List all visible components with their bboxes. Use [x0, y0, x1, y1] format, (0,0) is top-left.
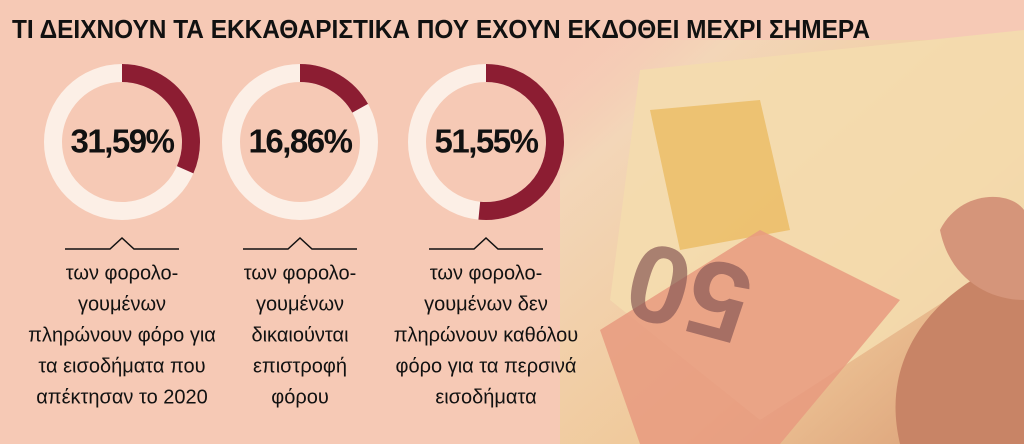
value-label: 51,55%: [435, 123, 539, 160]
banknote-window: [650, 100, 790, 250]
caption-line: των φορολο-: [430, 262, 542, 284]
caption-line: γουμένων: [78, 293, 166, 315]
caption-line: επιστροφή: [253, 355, 347, 377]
caption-line: φόρου: [271, 386, 329, 408]
caption-bracket: [65, 236, 179, 250]
caption-line: πληρώνουν φόρο για: [28, 324, 216, 346]
caption-line: απέκτησαν το 2020: [36, 386, 208, 408]
title: ΤΙ ΔΕΙΧΝΟΥΝ ΤΑ ΕΚΚΑΘΑΡΙΣΤΙΚΑ ΠΟΥ ΕΧΟΥΝ Ε…: [12, 14, 870, 44]
caption-bracket: [429, 236, 543, 250]
caption-line: γουμένων: [256, 293, 344, 315]
donut-segment: [121, 64, 200, 174]
value-label: 16,86%: [249, 123, 353, 160]
thumb: [940, 196, 1024, 300]
caption-bracket: [243, 236, 357, 250]
value-label: 31,59%: [71, 123, 175, 160]
banknote-photo: 50: [560, 30, 1024, 444]
donut-segment: [478, 64, 564, 220]
caption-line: εισοδήματα: [435, 386, 536, 408]
donut-segment: [299, 64, 369, 113]
caption-line: των φορολο-: [244, 262, 356, 284]
caption-line: γουμένων δεν: [424, 293, 548, 315]
hand: [895, 260, 1024, 444]
caption-line: των φορολο-: [66, 262, 178, 284]
caption-line: πληρώνουν καθόλου: [394, 324, 578, 346]
caption-line: φόρο για τα περσινά: [396, 355, 577, 377]
caption-line: τα εισοδήματα που: [38, 355, 205, 377]
caption-line: δικαιούνται: [251, 324, 348, 346]
banknote-corner: [600, 230, 900, 444]
